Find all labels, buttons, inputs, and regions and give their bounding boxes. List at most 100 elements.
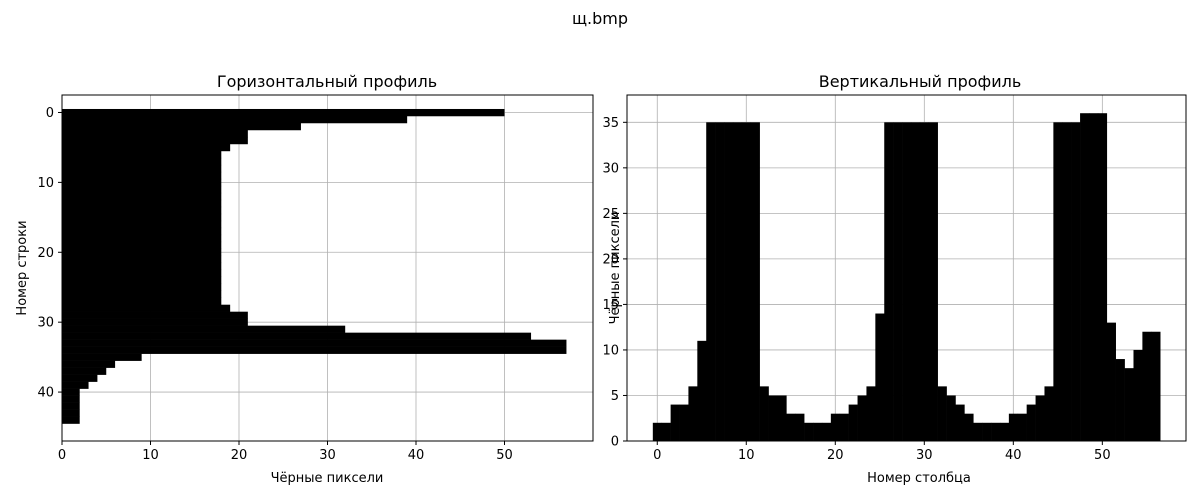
profile-bar — [62, 395, 80, 403]
profile-bar — [62, 339, 567, 347]
y-tick-label: 40 — [37, 386, 54, 401]
profile-bar — [1097, 113, 1108, 442]
profile-bar — [928, 122, 938, 441]
profile-bar — [62, 388, 80, 396]
profile-bar — [1017, 413, 1027, 441]
x-tick-label: 50 — [496, 448, 513, 463]
profile-bar — [902, 122, 912, 441]
profile-bar — [866, 386, 876, 441]
profile-bar — [62, 248, 222, 257]
x-tick-label: 10 — [738, 448, 755, 463]
profile-bar — [62, 171, 222, 180]
profile-bar — [62, 269, 222, 278]
profile-bar — [62, 136, 248, 145]
profile-bar — [1142, 331, 1152, 441]
profile-bar — [741, 122, 752, 441]
profile-bar — [795, 413, 805, 441]
profile-bar — [62, 115, 408, 124]
profile-bar — [62, 360, 116, 368]
profile-bar — [813, 422, 823, 441]
x-tick-label: 10 — [142, 448, 159, 463]
vertical-profile-frame — [626, 94, 1187, 442]
profile-bar — [884, 122, 894, 441]
profile-bar — [688, 386, 698, 441]
vertical-profile-ylabel: Чёрные пиксели — [608, 212, 623, 325]
profile-bar — [999, 422, 1010, 441]
profile-bar — [62, 150, 222, 159]
y-tick-label: 25 — [602, 207, 619, 222]
profile-bar — [777, 395, 787, 441]
y-tick-label: 15 — [602, 298, 619, 313]
profile-bar — [786, 413, 796, 441]
profile-bar — [62, 129, 248, 138]
profile-bar — [62, 255, 222, 264]
profile-bar — [857, 395, 867, 441]
x-tick-label: 40 — [408, 448, 425, 463]
profile-bar — [62, 304, 231, 312]
profile-bar — [62, 206, 222, 215]
profile-bar — [964, 413, 974, 441]
profile-bar — [62, 283, 222, 292]
profile-bar — [955, 404, 965, 441]
x-tick-label: 20 — [827, 448, 844, 463]
y-tick-label: 10 — [602, 343, 619, 358]
profile-bar — [62, 157, 222, 166]
y-tick-label: 20 — [602, 252, 619, 267]
profile-bar — [946, 395, 956, 441]
profile-bar — [848, 404, 858, 441]
horizontal-profile-ticks: 0 10 20 30 40 50 0 10 20 30 40 — [37, 106, 512, 463]
profile-bar — [62, 143, 231, 152]
x-tick-label: 0 — [653, 448, 661, 463]
profile-bar — [1035, 395, 1045, 441]
profile-bar — [830, 413, 841, 441]
profile-bar — [62, 276, 222, 285]
profile-bar — [893, 122, 903, 441]
vertical-profile-title: Вертикальный профиль — [819, 72, 1022, 91]
profile-bar — [1026, 404, 1036, 441]
profile-bar — [62, 367, 107, 375]
horizontal-profile-chart: Горизонтальный профиль 0 10 20 30 40 50 0 10 20 3… — [15, 72, 594, 486]
profile-bar — [1133, 349, 1143, 441]
profile-bar — [1008, 413, 1019, 441]
profile-bar — [62, 325, 346, 333]
profile-bar — [768, 395, 778, 441]
profile-bar — [62, 213, 222, 222]
y-tick-label: 30 — [602, 161, 619, 176]
profile-bar — [1124, 368, 1134, 441]
profile-bar — [750, 122, 760, 441]
x-tick-label: 50 — [1094, 448, 1111, 463]
profile-bar — [991, 422, 1001, 441]
profile-bar — [910, 122, 921, 441]
horizontal-profile-ylabel: Номер строки — [15, 220, 30, 315]
y-tick-label: 0 — [611, 435, 619, 450]
profile-bar — [1115, 359, 1125, 441]
x-tick-label: 40 — [1005, 448, 1022, 463]
profile-bar — [919, 122, 930, 441]
profile-bar — [697, 340, 707, 441]
x-tick-label: 20 — [231, 448, 248, 463]
profile-bar — [1071, 122, 1081, 441]
profile-bar — [62, 122, 301, 131]
x-tick-label: 30 — [916, 448, 933, 463]
profile-bar — [875, 313, 885, 441]
profile-bar — [652, 422, 663, 441]
x-tick-label: 30 — [319, 448, 336, 463]
profile-bar — [62, 297, 222, 305]
profile-bar — [1062, 122, 1072, 441]
vertical-profile-xlabel: Номер столбца — [867, 471, 971, 486]
profile-bar — [62, 332, 532, 340]
profile-bar — [62, 402, 80, 410]
profile-bar — [661, 422, 671, 441]
profile-bar — [62, 353, 142, 361]
profile-bar — [62, 241, 222, 250]
horizontal-profile-title: Горизонтальный профиль — [217, 72, 437, 91]
profile-bar — [679, 404, 689, 441]
profile-bar — [62, 220, 222, 229]
profile-bar — [724, 122, 734, 441]
profile-bar — [62, 346, 567, 354]
profile-bar — [839, 413, 849, 441]
y-tick-label: 0 — [46, 106, 54, 121]
profile-bar — [62, 290, 222, 299]
profile-bar — [62, 416, 80, 424]
